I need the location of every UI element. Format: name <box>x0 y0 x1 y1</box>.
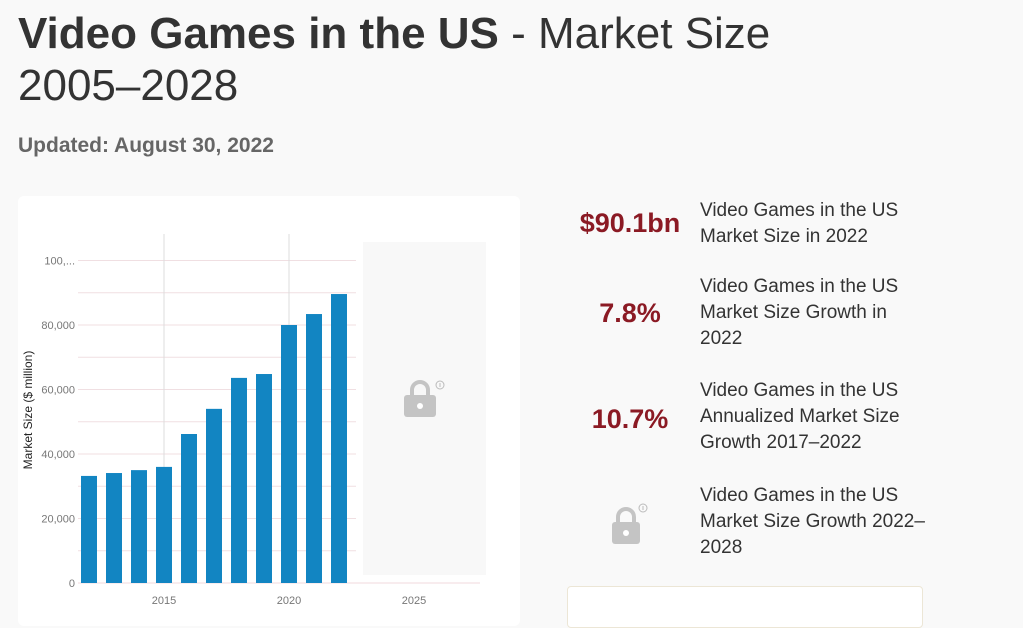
x-tick-label: 2020 <box>277 595 301 607</box>
stat-value: 10.7% <box>591 404 669 434</box>
bar-2013 <box>106 473 122 583</box>
bar-2017 <box>206 408 222 583</box>
y-tick-label: 60,000 <box>41 385 75 397</box>
stat-annualized-growth: 10.7% Video Games in the US Annualized M… <box>560 378 960 458</box>
bar-2022 <box>331 294 347 583</box>
bar-2014 <box>131 470 147 583</box>
y-tick-label: 0 <box>69 578 75 590</box>
bar-2018 <box>231 377 247 583</box>
stat-growth: 7.8% Video Games in the US Market Size G… <box>560 274 960 354</box>
stat-label: Video Games in the US Annualized Market … <box>700 380 900 453</box>
stat-label: Video Games in the US Market Size Growth… <box>700 485 925 558</box>
stat-label: Video Games in the US Market Size in 202… <box>700 200 899 247</box>
y-tick-label: 20,000 <box>41 514 75 526</box>
stat-market-size: $90.1bn Video Games in the US Market Siz… <box>560 198 960 278</box>
y-tick-label: 100,... <box>44 256 75 268</box>
market-size-chart: 0 20,000 40,000 60,000 80,000 100,... 2015 2020… <box>21 234 480 607</box>
stat-forecast-growth: Video Games in the US Market Size Growth… <box>560 483 960 563</box>
x-tick-label: 2015 <box>152 595 176 607</box>
bar-2012 <box>81 475 97 583</box>
lock-icon[interactable] <box>608 503 648 547</box>
bar-2015 <box>156 466 172 583</box>
updated-date: Updated: August 30, 2022 <box>18 134 274 157</box>
lock-icon[interactable] <box>404 380 445 417</box>
y-tick-label: 80,000 <box>41 320 75 332</box>
y-tick-label: 40,000 <box>41 449 75 461</box>
page-title: Video Games in the US - Market Size 2005… <box>18 9 771 110</box>
stat-label: Video Games in the US Market Size Growth… <box>700 276 899 349</box>
bar-2020 <box>281 325 297 583</box>
bar-2021 <box>306 314 322 583</box>
stat-value: 7.8% <box>599 298 661 328</box>
stat-value: $90.1bn <box>579 208 681 238</box>
bar-2019 <box>256 374 272 583</box>
x-tick-label: 2025 <box>402 595 426 607</box>
bar-2016 <box>181 434 197 583</box>
y-axis-label: Market Size ($ million) <box>21 351 35 470</box>
info-box <box>567 586 923 628</box>
